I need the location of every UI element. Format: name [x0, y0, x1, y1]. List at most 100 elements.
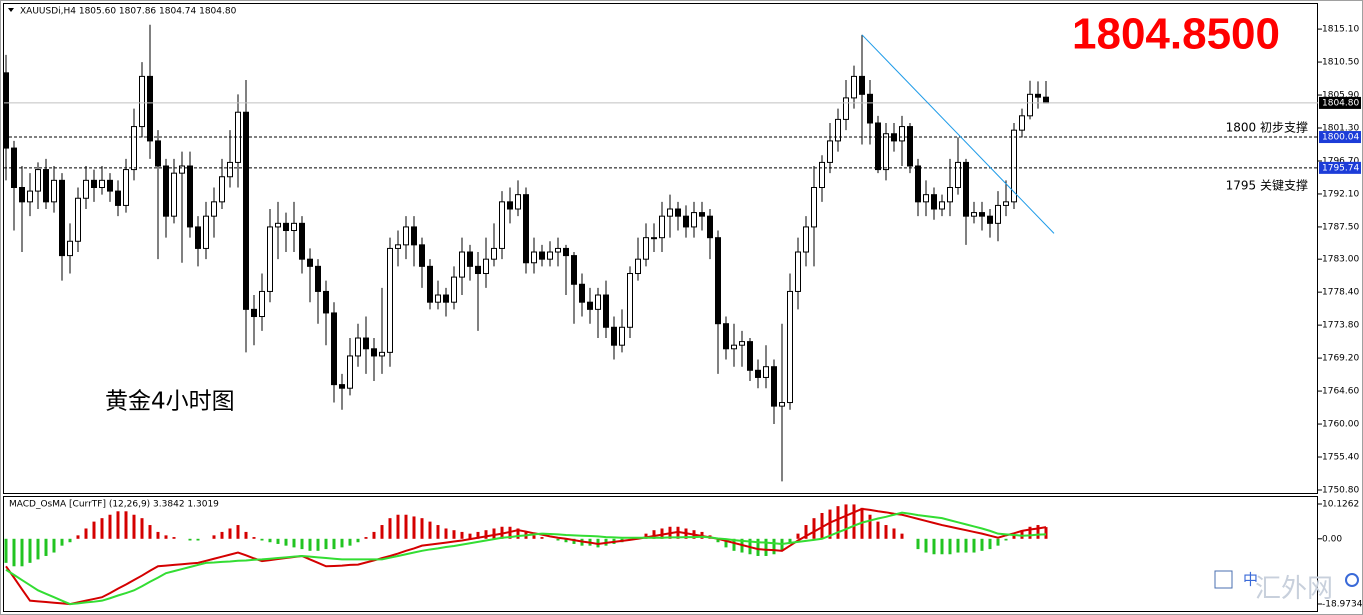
candle-body	[411, 226, 417, 246]
y-tick-label: 1815.10	[1322, 25, 1359, 35]
candle-body	[387, 247, 393, 353]
candle-body	[491, 247, 497, 260]
candle-body	[683, 215, 689, 228]
candle-body	[331, 312, 337, 386]
candle-body	[195, 226, 201, 249]
candle-body	[291, 222, 297, 232]
candle-body	[219, 176, 225, 203]
candle-body	[395, 244, 401, 249]
candle-body	[43, 169, 49, 203]
y-tick-label: 10.1262	[1322, 499, 1359, 509]
candle-body	[867, 93, 873, 124]
candle-body	[651, 237, 657, 240]
candle-body	[35, 169, 41, 192]
candle-body	[555, 247, 561, 253]
candle-body	[907, 126, 913, 167]
candle-body	[643, 237, 649, 260]
candle-body	[859, 75, 865, 95]
candle-body	[827, 140, 833, 163]
candle-body	[635, 258, 641, 275]
macd-title: MACD_OsMA [CurrTF] (12,26,9) 3.3842 1.30…	[9, 500, 219, 510]
candle-body	[923, 194, 929, 203]
menu-arrow	[8, 8, 14, 12]
macd-panel	[3, 496, 1318, 612]
y-tick-label: 1755.40	[1322, 453, 1359, 463]
candle-body	[139, 75, 145, 128]
candle-body	[611, 326, 617, 346]
icon-label: 中	[1243, 571, 1258, 589]
gear-icon	[1345, 573, 1359, 587]
level-label: 1800.04	[1322, 133, 1359, 143]
candle-body	[435, 294, 441, 303]
candle-body	[403, 226, 409, 246]
candle-body	[339, 384, 345, 389]
level-box	[1319, 131, 1361, 144]
candle-body	[691, 212, 697, 228]
candle-body	[459, 251, 465, 278]
candle-body	[67, 240, 73, 257]
level-box	[1319, 161, 1361, 174]
candle-body	[91, 179, 97, 189]
candle-body	[107, 179, 113, 192]
candle-body	[267, 226, 273, 292]
candle-body	[803, 226, 809, 253]
candle-body	[1003, 201, 1009, 206]
price-label: 1804.8500	[1072, 10, 1280, 59]
candle-body	[19, 187, 25, 203]
candle-body	[427, 265, 433, 303]
candle-body	[187, 165, 193, 228]
candle-body	[259, 290, 265, 318]
candle-body	[251, 308, 257, 318]
candle-body	[147, 75, 153, 142]
macd-line	[5, 511, 1047, 606]
candle-body	[51, 179, 57, 203]
candle-body	[1011, 129, 1017, 203]
y-tick-label: 1778.40	[1322, 288, 1359, 298]
candle-body	[595, 294, 601, 310]
candle-body	[987, 215, 993, 224]
candle-body	[587, 301, 593, 310]
candle-body	[227, 161, 233, 178]
candle-body	[915, 165, 921, 203]
candle-body	[779, 402, 785, 407]
candle-body	[843, 97, 849, 120]
candle-body	[731, 344, 737, 350]
y-tick-label: 1801.30	[1322, 124, 1359, 134]
y-tick-label: 1805.90	[1322, 91, 1359, 101]
candle-body	[275, 222, 281, 228]
candle-body	[59, 179, 65, 257]
macd-line	[5, 507, 1047, 606]
candle-body	[451, 276, 457, 303]
level-text: 1795 关键支撑	[1226, 177, 1308, 192]
y-tick-label: 1796.70	[1322, 156, 1359, 166]
candle-body	[795, 251, 801, 292]
candle-body	[971, 212, 977, 217]
candle-body	[931, 194, 937, 210]
candle-body	[171, 172, 177, 217]
caption: 黄金4小时图	[105, 389, 235, 415]
candle-body	[515, 194, 521, 210]
candle-body	[979, 212, 985, 217]
candle-body	[371, 348, 377, 357]
y-tick-label: 1769.20	[1322, 354, 1359, 364]
y-tick-label: 0.00	[1322, 534, 1342, 544]
y-tick-label: 1810.50	[1322, 58, 1359, 68]
trendline	[861, 34, 1055, 234]
candle-body	[243, 111, 249, 310]
candle-body	[835, 118, 841, 142]
candle-body	[899, 126, 905, 142]
candle-body	[675, 208, 681, 217]
candle-body	[363, 337, 369, 350]
candle-body	[627, 273, 633, 328]
candle-body	[75, 197, 81, 242]
candle-body	[155, 140, 161, 167]
candle-body	[539, 251, 545, 260]
level-text: 1800 初步支撑	[1226, 120, 1308, 135]
level-box	[1319, 96, 1361, 109]
candle-body	[379, 351, 385, 357]
candle-body	[1035, 93, 1041, 98]
y-tick-label: 1792.10	[1322, 189, 1359, 199]
candle-body	[179, 165, 185, 174]
y-tick-label: 1773.80	[1322, 321, 1359, 331]
